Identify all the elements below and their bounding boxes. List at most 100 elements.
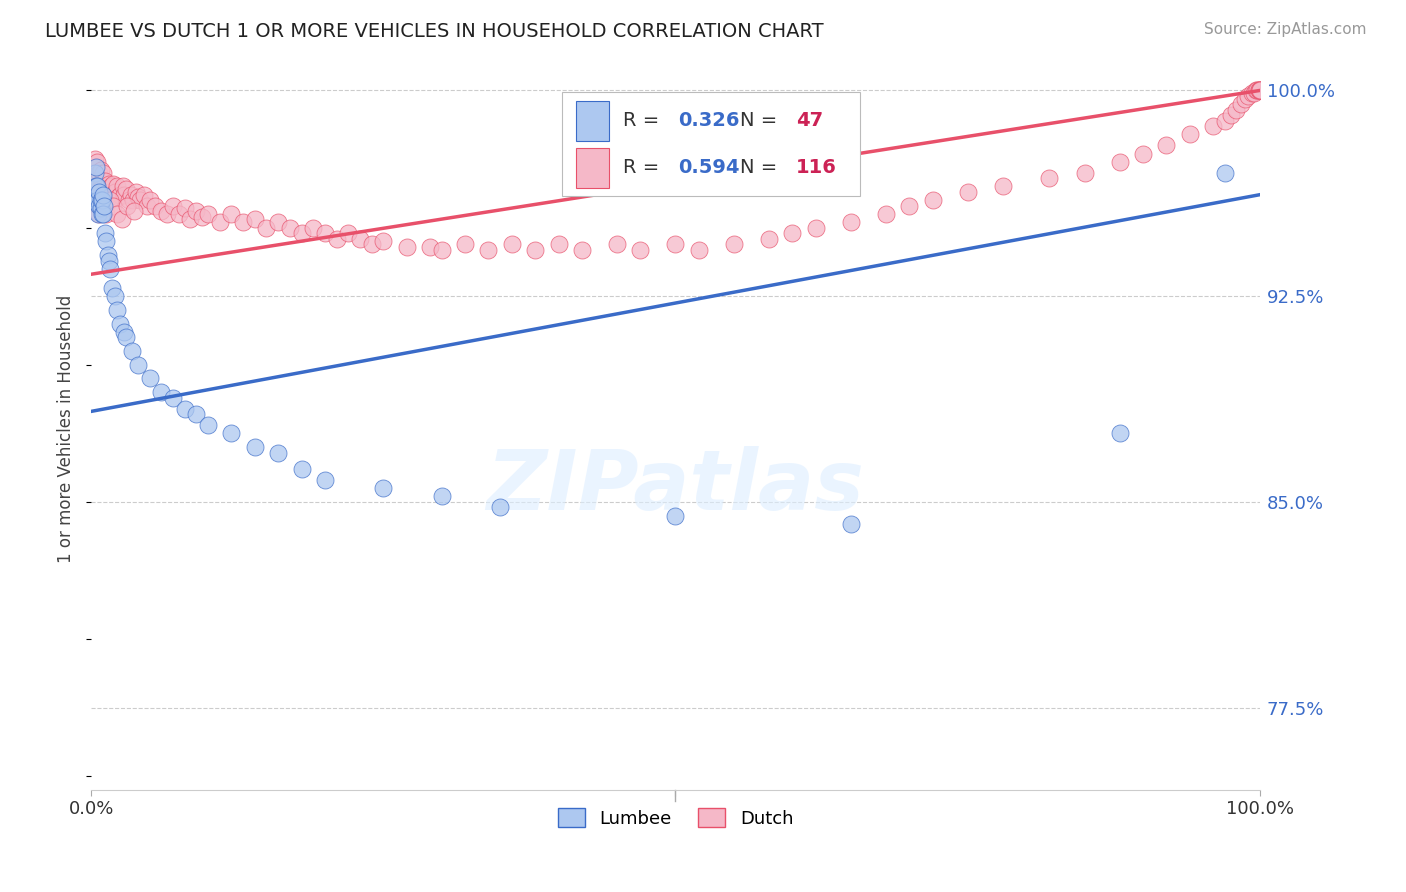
Legend: Lumbee, Dutch: Lumbee, Dutch: [550, 801, 800, 835]
Point: [1219, 108, 1241, 122]
Point: [91, 179, 114, 194]
Point: [117, 199, 139, 213]
Point: [89, 202, 111, 216]
Point: [267, 215, 290, 229]
Point: [489, 500, 512, 515]
Point: [98, 185, 121, 199]
Point: [89, 163, 111, 178]
Point: [921, 193, 943, 207]
Point: [83, 166, 105, 180]
Point: [875, 207, 897, 221]
Point: [454, 237, 477, 252]
Point: [162, 199, 184, 213]
Point: [1249, 83, 1271, 97]
Point: [138, 371, 160, 385]
Point: [839, 215, 862, 229]
Point: [150, 385, 173, 400]
Point: [110, 187, 132, 202]
Point: [86, 171, 108, 186]
Point: [97, 253, 120, 268]
Point: [186, 204, 208, 219]
Point: [162, 391, 184, 405]
Point: [1243, 86, 1265, 100]
Point: [688, 243, 710, 257]
Y-axis label: 1 or more Vehicles in Household: 1 or more Vehicles in Household: [58, 295, 75, 564]
FancyBboxPatch shape: [576, 148, 609, 187]
Point: [782, 226, 804, 240]
Point: [221, 207, 243, 221]
Point: [103, 289, 125, 303]
Point: [110, 212, 132, 227]
Point: [1178, 128, 1201, 142]
Text: 0.326: 0.326: [678, 112, 740, 130]
Point: [89, 166, 111, 180]
Point: [89, 207, 111, 221]
Point: [100, 179, 122, 194]
Point: [111, 179, 134, 194]
Point: [314, 473, 336, 487]
Point: [221, 426, 243, 441]
Point: [90, 193, 112, 207]
Point: [1249, 83, 1271, 97]
Point: [628, 243, 651, 257]
Point: [208, 215, 231, 229]
Point: [89, 199, 111, 213]
Point: [101, 281, 124, 295]
Point: [93, 185, 115, 199]
Point: [86, 179, 108, 194]
Point: [243, 212, 266, 227]
Point: [173, 202, 195, 216]
Point: [1230, 97, 1253, 112]
Point: [1213, 166, 1236, 180]
Point: [96, 187, 118, 202]
Point: [173, 401, 195, 416]
Point: [93, 199, 115, 213]
Point: [105, 302, 128, 317]
Point: [1249, 83, 1271, 97]
Point: [1108, 154, 1130, 169]
Point: [156, 207, 179, 221]
Point: [105, 207, 128, 221]
Point: [121, 344, 143, 359]
Point: [103, 199, 125, 213]
Text: 0.594: 0.594: [678, 158, 740, 178]
Point: [395, 240, 418, 254]
Point: [1202, 119, 1225, 133]
Point: [430, 490, 453, 504]
Text: R =: R =: [623, 158, 665, 178]
Point: [84, 179, 107, 194]
Point: [145, 199, 167, 213]
Text: ZIPatlas: ZIPatlas: [486, 446, 865, 527]
Point: [86, 154, 108, 169]
Point: [547, 237, 569, 252]
Point: [94, 174, 117, 188]
Point: [373, 481, 395, 495]
Text: Source: ZipAtlas.com: Source: ZipAtlas.com: [1204, 22, 1367, 37]
Point: [1213, 113, 1236, 128]
Point: [524, 243, 547, 257]
Point: [477, 243, 499, 257]
Point: [191, 210, 214, 224]
Point: [1246, 83, 1268, 97]
Point: [98, 261, 121, 276]
Point: [127, 190, 149, 204]
Point: [110, 317, 132, 331]
Point: [1247, 83, 1270, 97]
Point: [197, 418, 219, 433]
Point: [89, 179, 111, 194]
Point: [91, 207, 114, 221]
Point: [314, 226, 336, 240]
Point: [430, 243, 453, 257]
Point: [664, 508, 686, 523]
Point: [89, 193, 111, 207]
Point: [290, 462, 312, 476]
Point: [122, 193, 145, 207]
Point: [1225, 103, 1247, 117]
Point: [129, 193, 152, 207]
Point: [96, 182, 118, 196]
Point: [302, 220, 325, 235]
Point: [267, 445, 290, 459]
Point: [243, 440, 266, 454]
Text: 47: 47: [796, 112, 823, 130]
Text: 116: 116: [796, 158, 837, 178]
